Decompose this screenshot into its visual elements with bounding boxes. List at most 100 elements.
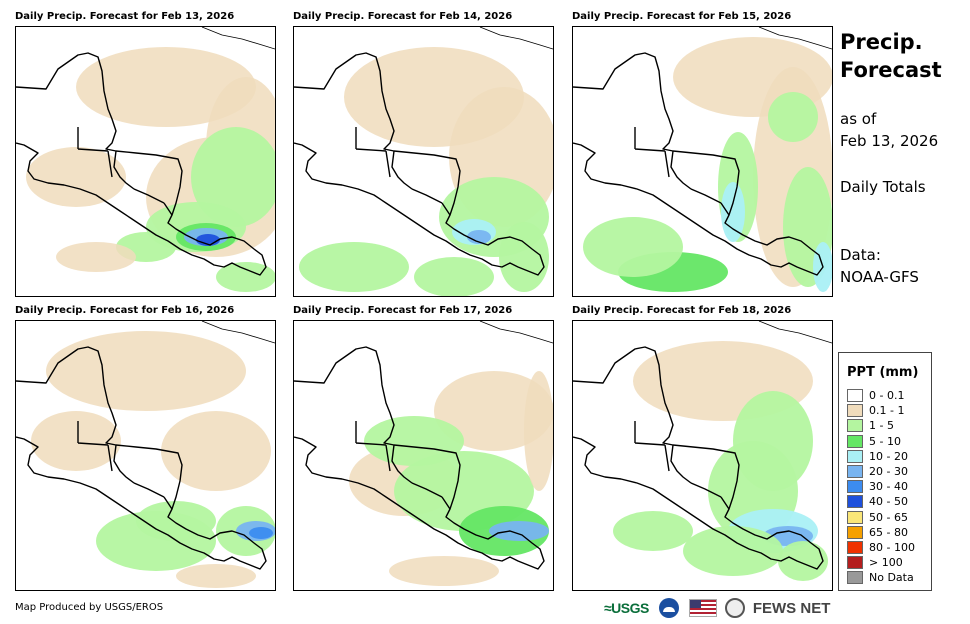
precip-area: [364, 416, 464, 466]
legend-label: No Data: [869, 571, 914, 585]
legend-swatch: [847, 480, 863, 494]
precip-area: [31, 411, 121, 471]
legend-label: 40 - 50: [869, 495, 908, 509]
legend-label: 30 - 40: [869, 480, 908, 494]
data-source: NOAA-GFS: [840, 268, 919, 286]
legend-label: 10 - 20: [869, 449, 908, 463]
legend-item: No Data: [847, 570, 914, 585]
country-border: [355, 421, 451, 510]
map-panel-feb18: [572, 320, 833, 591]
legend-swatch: [847, 449, 863, 463]
legend-swatch: [847, 465, 863, 478]
precip-area: [583, 217, 683, 277]
precip-area: [176, 564, 256, 588]
legend-label: 0.1 - 1: [869, 404, 905, 418]
legend-label: 65 - 80: [869, 525, 908, 539]
legend-swatch: [847, 434, 863, 448]
precip-area: [414, 257, 494, 296]
coastline: [573, 346, 824, 570]
panel-title: Daily Precip. Forecast for Feb 16, 2026: [15, 305, 235, 316]
data-label: Data:: [840, 246, 881, 264]
legend-item: 10 - 20: [847, 449, 908, 464]
coastline: [294, 346, 545, 570]
legend-item: 1 - 5: [847, 418, 894, 433]
legend-item: 0.1 - 1: [847, 403, 904, 418]
legend-item: 50 - 65: [847, 510, 908, 525]
precip-area: [683, 526, 783, 576]
panel-title: Daily Precip. Forecast for Feb 15, 2026: [572, 11, 792, 22]
map-panel-feb14: [293, 26, 554, 297]
precip-area: [467, 230, 491, 244]
map-panel-feb13: [15, 26, 276, 297]
precip-area: [489, 521, 549, 541]
sidebar-title: Precip. Forecast: [840, 28, 942, 84]
panel-title: Daily Precip. Forecast for Feb 17, 2026: [293, 305, 513, 316]
precip-area: [26, 147, 126, 207]
legend-swatch: [847, 404, 863, 418]
coastline: [573, 52, 824, 276]
logo-bar: ≈USGS FEWS NET: [604, 596, 830, 620]
precip-area: [434, 371, 553, 451]
fews-net-logo: FEWS NET: [752, 599, 831, 617]
precip-area: [721, 182, 745, 242]
cuba-coastline: [758, 27, 832, 50]
country-border: [355, 127, 451, 216]
legend-item: 5 - 10: [847, 434, 901, 449]
legend-swatch: [847, 525, 863, 539]
as-of-date: Feb 13, 2026: [840, 132, 939, 150]
legend-label: 1 - 5: [869, 419, 894, 433]
usgs-logo: ≈USGS: [604, 600, 649, 616]
cuba-coastline: [479, 27, 553, 50]
legend-swatch: [847, 510, 863, 524]
precip-area: [216, 262, 275, 292]
legend-swatch: [847, 495, 863, 509]
panel-title: Daily Precip. Forecast for Feb 18, 2026: [572, 305, 792, 316]
panel-title: Daily Precip. Forecast for Feb 14, 2026: [293, 11, 513, 22]
coastline: [16, 52, 267, 276]
country-border: [634, 127, 730, 216]
precip-area: [249, 527, 273, 539]
precip-area: [136, 501, 216, 541]
us-flag-icon: [688, 599, 717, 617]
map-panel-feb17: [293, 320, 554, 591]
coastline: [16, 346, 267, 570]
panel-title: Daily Precip. Forecast for Feb 13, 2026: [15, 11, 235, 22]
legend-label: 80 - 100: [869, 541, 915, 554]
country-border: [77, 127, 173, 216]
precip-area: [768, 92, 818, 142]
country-border: [77, 421, 173, 510]
legend-item: 65 - 80: [847, 525, 908, 540]
precip-area: [389, 556, 499, 586]
map-panel-feb15: [572, 26, 833, 297]
legend-label: 0 - 0.1: [869, 389, 905, 402]
daily-totals-label: Daily Totals: [840, 178, 926, 196]
legend-item: 40 - 50: [847, 494, 908, 509]
cuba-coastline: [758, 321, 832, 344]
legend-label: 20 - 30: [869, 465, 908, 478]
legend-item: 80 - 100: [847, 540, 915, 555]
precip-area: [161, 411, 271, 491]
precip-area: [613, 511, 693, 551]
legend-swatch: [847, 571, 863, 585]
state-dept-seal: [724, 598, 745, 618]
noaa-logo: [658, 598, 679, 618]
map-credit: Map Produced by USGS/EROS: [15, 602, 164, 613]
country-border: [634, 421, 730, 510]
legend-item: 0 - 0.1: [847, 388, 904, 403]
precip-area: [499, 222, 549, 292]
legend-item: 20 - 30: [847, 464, 908, 479]
legend-label: > 100: [869, 556, 903, 570]
legend-swatch: [847, 541, 863, 554]
precip-area: [299, 242, 409, 292]
legend-swatch: [847, 389, 863, 402]
precip-area: [191, 127, 275, 227]
legend-item: > 100: [847, 555, 903, 570]
legend-swatch: [847, 419, 863, 433]
cuba-coastline: [201, 321, 275, 344]
cuba-coastline: [201, 27, 275, 50]
legend-title: PPT (mm): [847, 365, 919, 380]
precip-area: [778, 541, 828, 581]
precip-area: [46, 331, 246, 411]
map-panel-feb16: [15, 320, 276, 591]
